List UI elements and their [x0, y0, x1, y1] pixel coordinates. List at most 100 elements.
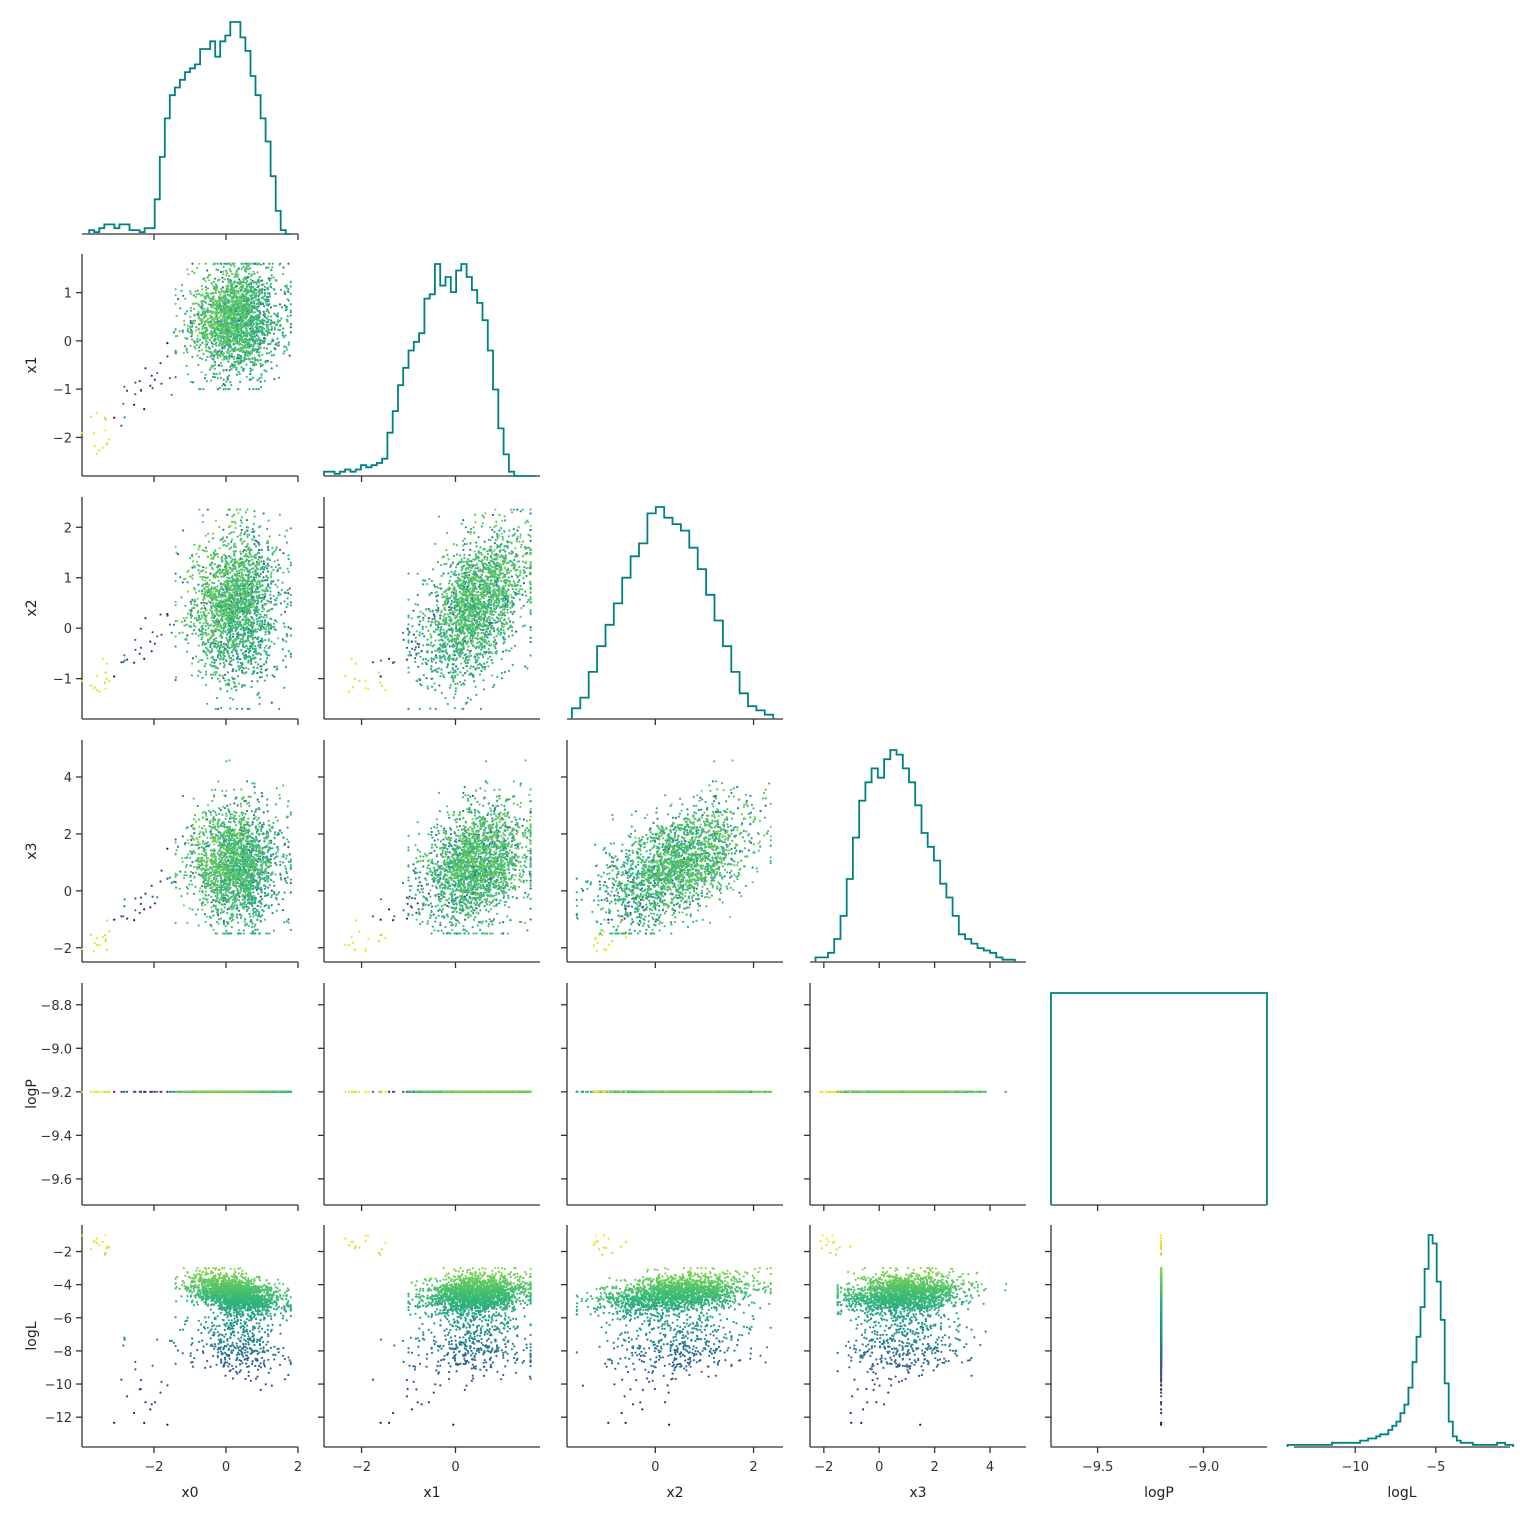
scatter-point: [143, 408, 145, 410]
scatter-point: [270, 277, 272, 279]
scatter-point: [240, 553, 242, 555]
scatter-point: [211, 283, 213, 285]
scatter-point: [227, 325, 229, 327]
scatter-point: [207, 641, 209, 643]
scatter-point: [266, 558, 268, 560]
scatter-point: [232, 698, 234, 700]
scatter-point: [268, 625, 270, 627]
scatter-point: [238, 287, 240, 289]
scatter-point: [290, 331, 292, 333]
scatter-point: [263, 598, 265, 600]
scatter-point: [215, 637, 217, 639]
scatter-point: [234, 678, 236, 680]
scatter-point: [250, 295, 252, 297]
scatter-point: [231, 353, 233, 355]
scatter-point: [191, 334, 193, 336]
scatter-point: [254, 335, 256, 337]
scatter-point: [282, 640, 284, 642]
scatter-point: [231, 327, 233, 329]
scatter-point: [239, 295, 241, 297]
scatter-point: [262, 571, 264, 573]
scatter-point: [215, 659, 217, 661]
scatter-point: [264, 289, 266, 291]
scatter-point: [271, 608, 273, 610]
scatter-point: [248, 534, 250, 536]
scatter-point: [225, 327, 227, 329]
scatter-point: [274, 584, 276, 586]
scatter-point: [284, 291, 286, 293]
scatter-point: [230, 664, 232, 666]
scatter-point: [252, 599, 254, 601]
scatter-point: [275, 293, 277, 295]
scatter-point: [193, 346, 195, 348]
scatter-point: [239, 658, 241, 660]
scatter-point: [216, 302, 218, 304]
scatter-point: [239, 381, 241, 383]
scatter-point: [250, 370, 252, 372]
scatter-point: [199, 622, 201, 624]
scatter-point: [256, 653, 258, 655]
scatter-point: [223, 379, 225, 381]
scatter-point: [235, 689, 237, 691]
scatter-point: [276, 365, 278, 367]
scatter-point: [192, 303, 194, 305]
scatter-point: [277, 568, 279, 570]
scatter-point: [222, 654, 224, 656]
scatter-point: [252, 369, 254, 371]
scatter-point: [266, 310, 268, 312]
scatter-point: [252, 648, 254, 650]
scatter-point: [267, 287, 269, 289]
scatter-point: [197, 340, 199, 342]
scatter-point: [217, 708, 219, 710]
scatter-point: [237, 309, 239, 311]
scatter-point: [90, 416, 92, 418]
scatter-point: [224, 649, 226, 651]
scatter-point: [247, 661, 249, 663]
scatter-point: [189, 316, 191, 318]
scatter-point: [255, 657, 257, 659]
scatter-point: [287, 603, 289, 605]
scatter-point: [197, 569, 199, 571]
scatter-point: [198, 263, 200, 265]
scatter-point: [186, 351, 188, 353]
scatter-point: [186, 268, 188, 270]
scatter-point: [256, 359, 258, 361]
scatter-point: [187, 581, 189, 583]
scatter-point: [253, 273, 255, 275]
scatter-point: [239, 373, 241, 375]
scatter-point: [245, 645, 247, 647]
scatter-point: [228, 647, 230, 649]
scatter-point: [238, 643, 240, 645]
scatter-point: [290, 594, 292, 596]
scatter-point: [260, 303, 262, 305]
scatter-point: [240, 519, 242, 521]
scatter-point: [269, 535, 271, 537]
scatter-point: [247, 289, 249, 291]
scatter-point: [263, 333, 265, 335]
scatter-point: [218, 291, 220, 293]
scatter-point: [202, 326, 204, 328]
scatter-point: [290, 314, 292, 316]
scatter-point: [264, 680, 266, 682]
scatter-point: [259, 381, 261, 383]
scatter-point: [212, 312, 214, 314]
scatter-point: [193, 322, 195, 324]
scatter-point: [214, 311, 216, 313]
panel-x2-x0: 210−1: [53, 497, 298, 725]
scatter-point: [273, 623, 275, 625]
scatter-point: [252, 271, 254, 273]
scatter-point: [211, 661, 213, 663]
scatter-point: [275, 548, 277, 550]
scatter-point: [195, 329, 197, 331]
scatter-point: [202, 651, 204, 653]
scatter-point: [189, 626, 191, 628]
scatter-point: [179, 307, 181, 309]
scatter-point: [231, 305, 233, 307]
scatter-point: [287, 290, 289, 292]
scatter-point: [253, 510, 255, 512]
scatter-point: [287, 597, 289, 599]
scatter-point: [247, 307, 249, 309]
y-tick-label: −1: [53, 673, 72, 688]
scatter-point: [205, 328, 207, 330]
scatter-point: [190, 307, 192, 309]
